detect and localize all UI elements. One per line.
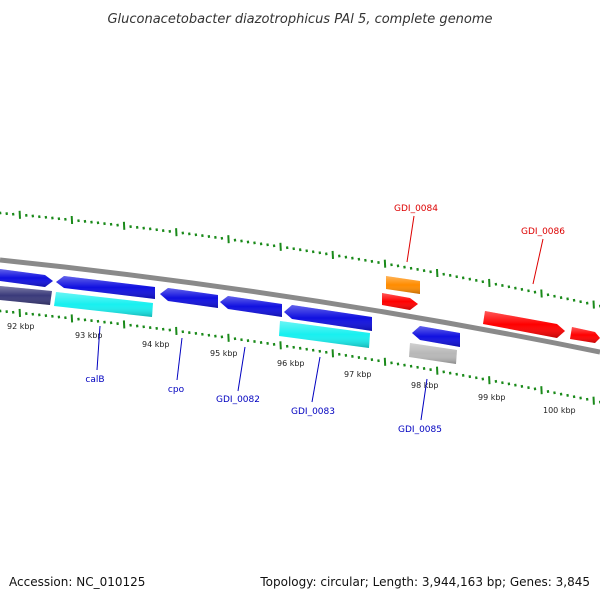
cds-gdi-0082-shade [220, 296, 282, 317]
cds-cpo-shade [160, 288, 218, 308]
gene-label-gdi-0082[interactable]: GDI_0082 [216, 395, 260, 405]
leader-calb [96, 325, 101, 371]
gene-labels: calB cpo GDI_0082 GDI_0083 GDI_0085 GDI_… [85, 204, 565, 435]
forward-features [0, 269, 600, 343]
gene-label-gdi-0083[interactable]: GDI_0083 [291, 407, 335, 417]
label-leaders [96, 215, 544, 421]
cds-arrow-red-shade [570, 327, 600, 343]
leader-gdi-0086 [532, 238, 544, 285]
scale-label: 96 kbp [277, 359, 305, 368]
gene-label-gdi-0085[interactable]: GDI_0085 [398, 425, 442, 435]
scale-label: 97 kbp [344, 370, 372, 379]
leader-gdi-0085 [420, 378, 428, 421]
cds-gdi-0086-shade [483, 311, 565, 338]
cds-arrow-shade [56, 276, 155, 299]
accession-text: Accession: NC_010125 [9, 575, 145, 589]
cds-gdi-0083-shade [279, 321, 370, 348]
cds-box-shade [0, 286, 52, 305]
cds-arrow-shade [0, 269, 53, 287]
cds-arrow-shade [284, 305, 372, 331]
scale-label: 94 kbp [142, 340, 170, 349]
scale-label: 98 kbp [411, 381, 439, 390]
scale-label: 99 kbp [478, 393, 506, 402]
inner-tick-ring [0, 308, 600, 405]
scale-labels: 92 kbp 93 kbp 94 kbp 95 kbp 96 kbp 97 kb… [7, 322, 576, 415]
leader-gdi-0082 [237, 346, 246, 392]
cds-arrow-shade [412, 326, 460, 347]
leader-gdi-0084 [406, 215, 415, 263]
scale-label: 92 kbp [7, 322, 35, 331]
leader-cpo [176, 337, 183, 381]
cds-calb-shade [54, 292, 153, 317]
scale-label: 95 kbp [210, 349, 238, 358]
genome-backbone [0, 257, 600, 355]
gene-label-gdi-0084[interactable]: GDI_0084 [394, 204, 438, 214]
gene-label-cpo[interactable]: cpo [168, 385, 185, 395]
topology-text: Topology: circular; Length: 3,944,163 bp… [259, 575, 590, 589]
scale-label: 100 kbp [543, 406, 576, 415]
gene-label-gdi-0086[interactable]: GDI_0086 [521, 227, 565, 237]
gene-label-calb[interactable]: calB [85, 375, 104, 385]
cds-arrow-red-shade [382, 293, 418, 310]
map-title: Gluconacetobacter diazotrophicus PAl 5, … [107, 12, 492, 27]
outer-tick-ring [0, 210, 600, 309]
leader-gdi-0083 [311, 356, 321, 403]
scale-label: 93 kbp [75, 331, 103, 340]
reverse-features [0, 286, 460, 364]
cds-gdi-0085-shade [409, 343, 457, 364]
cds-gdi-0084-shade [386, 276, 420, 294]
